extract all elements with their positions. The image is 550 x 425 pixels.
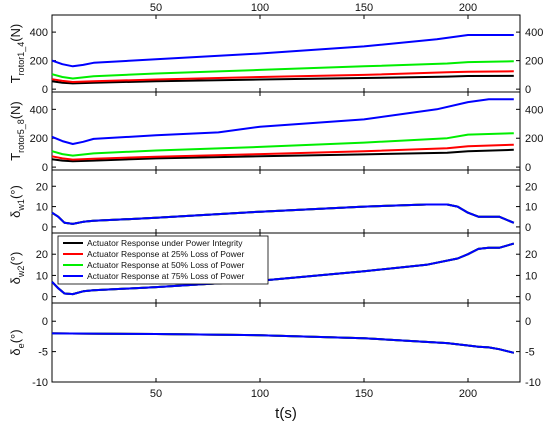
panel-3-ylabel-sub: w1	[16, 199, 26, 212]
panel-1-ytick-label-right: 200	[525, 56, 543, 68]
legend-entry-2: Actuator Response at 25% Loss of Power	[87, 249, 245, 259]
xtick-label-bottom: 50	[150, 388, 162, 400]
xtick-label-top: 200	[459, 2, 477, 14]
panel-1-ylabel: Trotor1_4(N)	[8, 24, 26, 84]
panel-4-ylabel-sub: w2	[16, 266, 26, 279]
panel-3-series-2	[51, 203, 515, 225]
panel-2-ylabel-unit: (N)	[8, 101, 23, 119]
panel-3-ytick-label-left: 20	[36, 181, 48, 193]
panel-5-frame	[51, 302, 521, 383]
xtick-label-bottom: 100	[251, 388, 269, 400]
panel-2-ytick-label-left: 400	[30, 104, 48, 116]
panel-1-ylabel-sub: rotor1_4	[16, 42, 26, 76]
panel-1-series-2	[51, 70, 514, 83]
panel-3-ytick-label-right: 10	[525, 202, 537, 214]
panel-4-ytick-label-left: 10	[36, 270, 48, 282]
panel-3-ytick-label-right: 20	[525, 181, 537, 193]
panel-1-ytick-label-left: 400	[30, 27, 48, 39]
panel-1-ytick-label-left: 0	[42, 84, 48, 96]
panel-4-ytick-label-left: 0	[42, 292, 48, 304]
xtick-label-top: 100	[251, 2, 269, 14]
panel-5-ylabel-main: δ	[8, 348, 23, 355]
legend-entry-3: Actuator Response at 50% Loss of Power	[87, 260, 245, 270]
panel-1-ytick-label-right: 400	[525, 27, 543, 39]
panel-3-frame	[51, 169, 521, 234]
panel-2-series-3	[51, 132, 514, 157]
panel-3-series-1	[51, 203, 515, 225]
panel-5-ytick-label-left: -10	[32, 377, 48, 389]
xtick-label-bottom: 200	[459, 388, 477, 400]
panel-3-ytick-label-left: 10	[36, 202, 48, 214]
x-axis-label: t(s)	[275, 405, 297, 422]
panel-4-ylabel-unit: (°)	[8, 252, 23, 266]
panel-2-ylabel: Trotor5_8(N)	[8, 101, 26, 161]
panel-2-series-2	[51, 143, 514, 161]
panel-4-series-4	[51, 242, 515, 296]
panel-1-series-3	[51, 60, 514, 80]
panel-2-ytick-label-right: 400	[525, 104, 543, 116]
panel-2-ytick-label-right: 200	[525, 133, 543, 145]
legend-box	[57, 235, 269, 285]
panel-3-ytick-label-left: 0	[42, 222, 48, 234]
panel-3-ylabel: δw1(°)	[8, 185, 26, 218]
panel-1-series-1	[51, 74, 514, 85]
panel-1-ytick-label-right: 0	[525, 84, 531, 96]
panel-1-ylabel-unit: (N)	[8, 24, 23, 42]
panel-4-ylabel-main: δ	[8, 277, 23, 284]
legend-entry-4: Actuator Response at 75% Loss of Power	[87, 271, 245, 281]
panel-1-ytick-label-left: 200	[30, 56, 48, 68]
panel-3-series-4	[51, 203, 515, 225]
panel-4-ytick-label-right: 10	[525, 270, 537, 282]
panel-5-ylabel-sub: e	[16, 343, 26, 348]
xtick-label-top: 150	[355, 2, 373, 14]
panel-5-ytick-label-left: -5	[38, 347, 48, 359]
panel-5-ytick-label-right: -5	[525, 347, 535, 359]
panel-2-series-1	[51, 148, 514, 163]
panel-2-series-4	[51, 98, 514, 145]
panel-4-ylabel: δw2(°)	[8, 252, 26, 285]
panel-5-ytick-label-right: -10	[525, 377, 541, 389]
panel-5-ylabel-unit: (°)	[8, 329, 23, 343]
xtick-label-top: 50	[150, 2, 162, 14]
panel-4-ytick-label-right: 0	[525, 292, 531, 304]
panel-5-ytick-label-right: 0	[525, 316, 531, 328]
panel-4-ytick-label-left: 20	[36, 249, 48, 261]
legend-entry-1: Actuator Response under Power Integrity	[87, 238, 243, 248]
panel-3-series-3	[51, 203, 515, 225]
panel-3-ytick-label-right: 0	[525, 222, 531, 234]
panel-2-ylabel-main: T	[8, 153, 23, 161]
panel-5-ytick-label-left: 0	[42, 316, 48, 328]
panel-5-series-4	[51, 332, 515, 354]
panel-1-ylabel-main: T	[8, 75, 23, 83]
panel-2-ytick-label-left: 200	[30, 133, 48, 145]
panel-4-ytick-label-right: 20	[525, 249, 537, 261]
panel-2-ytick-label-right: 0	[525, 162, 531, 174]
xtick-label-bottom: 150	[355, 388, 373, 400]
panel-2-ylabel-sub: rotor5_8	[16, 119, 26, 153]
panel-3-ylabel-unit: (°)	[8, 185, 23, 199]
panel-3-ylabel-main: δ	[8, 211, 23, 218]
panel-5-ylabel: δe(°)	[8, 329, 26, 355]
panel-2-ytick-label-left: 0	[42, 162, 48, 174]
panel-1-series-4	[51, 34, 514, 68]
